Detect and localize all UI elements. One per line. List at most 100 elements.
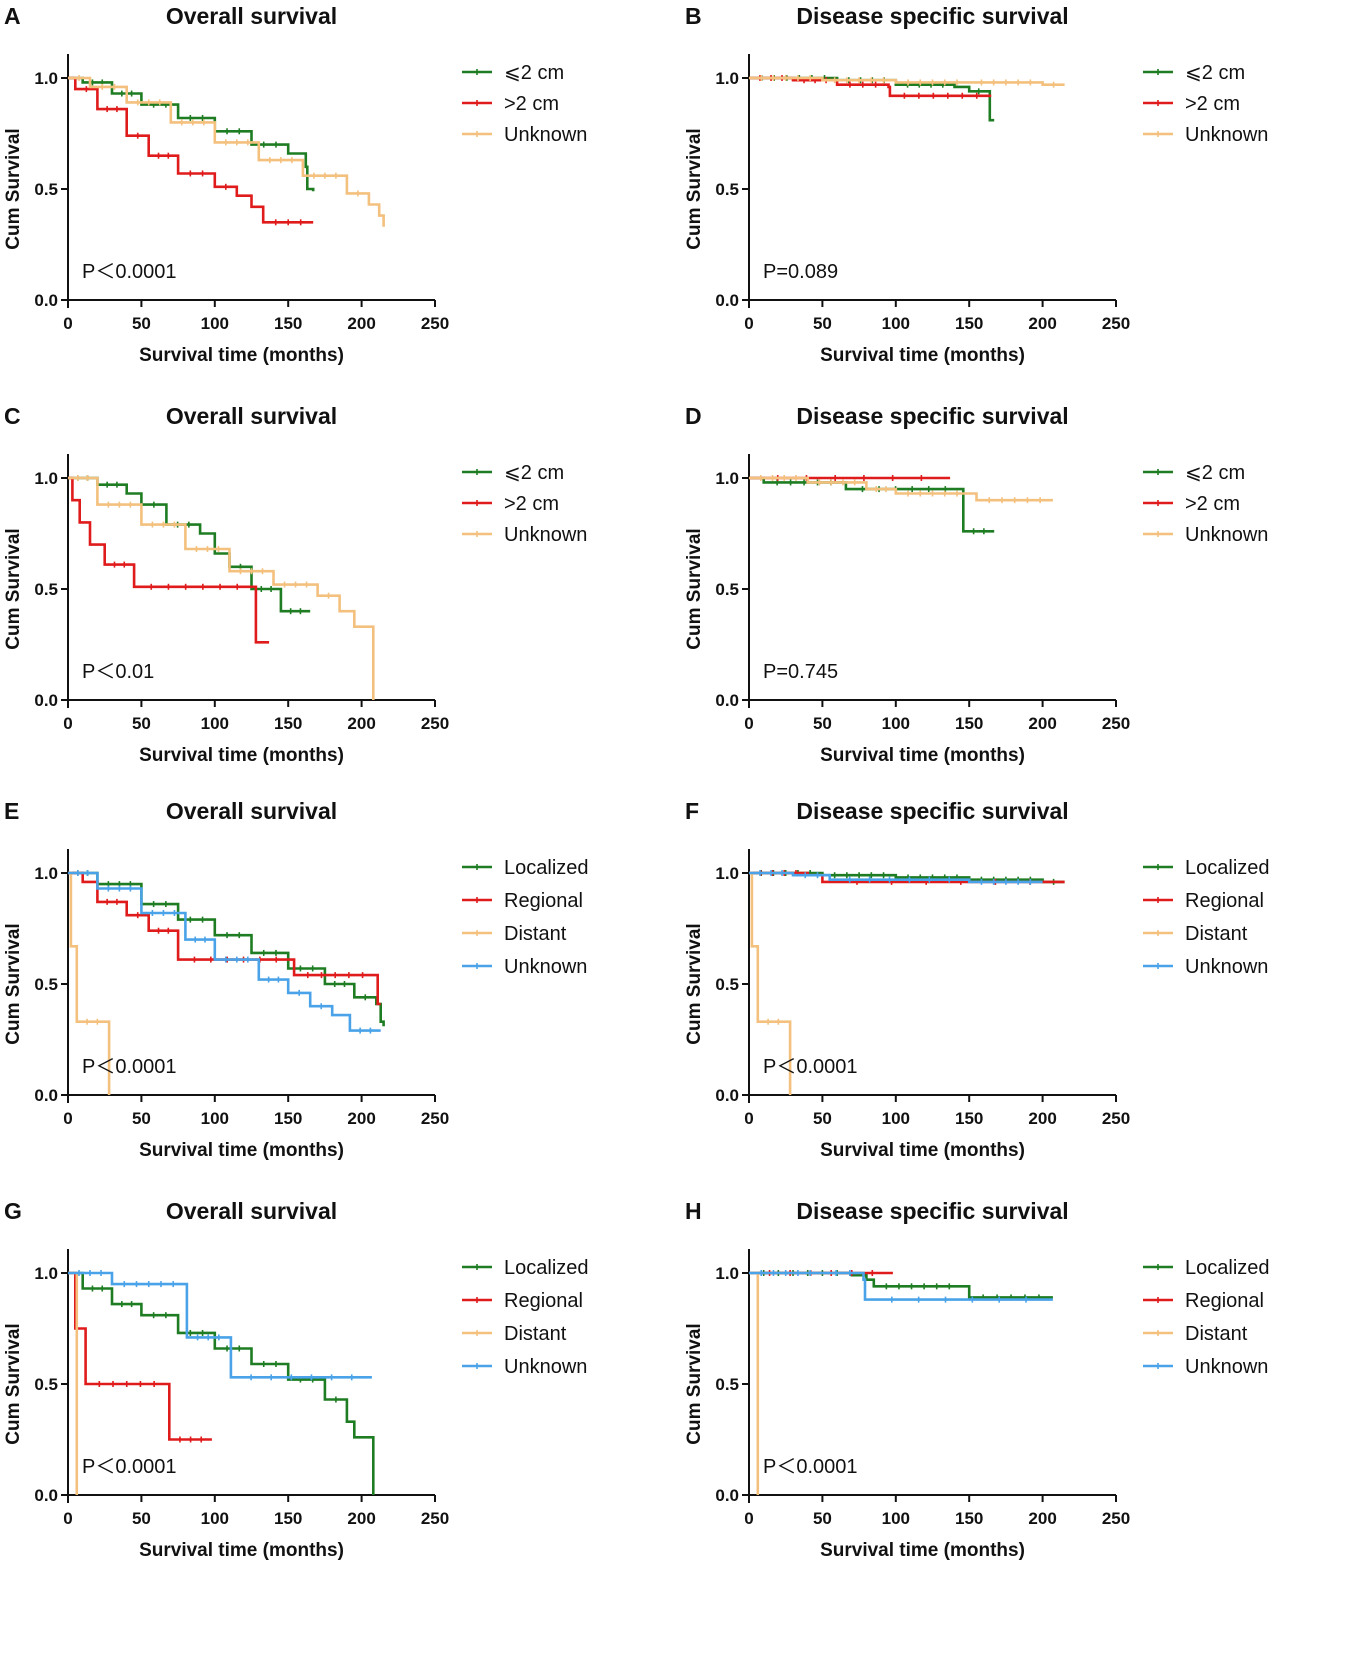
x-tick-label: 150 [955, 714, 983, 733]
x-axis-label: Survival time (months) [139, 745, 344, 766]
x-tick-label: 50 [132, 314, 151, 333]
x-tick-label: 250 [421, 1109, 449, 1128]
legend-label-2: Distant [1185, 1323, 1248, 1345]
x-tick-label: 0 [744, 1509, 753, 1528]
x-axis-label: Survival time (months) [139, 1540, 344, 1561]
x-tick-label: 50 [813, 314, 832, 333]
x-tick-label: 200 [1028, 1509, 1056, 1528]
survival-curve-0 [749, 1271, 1053, 1299]
y-tick-label: 1.0 [34, 1264, 58, 1283]
survival-curve-2 [749, 1271, 760, 1495]
panel-g: G Overall survival 0 50 100 150 200 250 0.0 0.5 1.… [0, 1195, 680, 1610]
x-tick-label: 250 [1102, 314, 1130, 333]
chart-f: F Disease specific survival 0 50 100 150 200 25… [684, 798, 1270, 1161]
x-tick-label: 50 [813, 714, 832, 733]
y-tick-label: 0.0 [715, 291, 739, 310]
y-tick-label: 1.0 [34, 469, 58, 488]
y-tick-label: 0.5 [34, 975, 58, 994]
survival-curve-1 [68, 1271, 212, 1441]
chart-d: D Disease specific survival 0 50 100 150 200 25… [684, 403, 1268, 766]
x-axis-label: Survival time (months) [820, 1540, 1025, 1561]
legend-label-2: Distant [1185, 923, 1248, 945]
x-tick-label: 150 [274, 314, 302, 333]
survival-curve-2 [68, 476, 375, 700]
x-tick-label: 100 [882, 1509, 910, 1528]
x-tick-label: 200 [1028, 1109, 1056, 1128]
x-tick-label: 50 [813, 1109, 832, 1128]
p-value: P＜0.0001 [82, 1456, 177, 1478]
panel-a: A Overall survival 0 50 100 150 200 250 0.0 0.5 1.… [0, 0, 680, 415]
y-axis-label: Cum Survival [3, 923, 24, 1044]
y-tick-label: 1.0 [715, 1264, 739, 1283]
x-tick-label: 150 [955, 1509, 983, 1528]
legend-label-1: Regional [1185, 890, 1264, 912]
chart-b: B Disease specific survival 0 50 100 150 200 25… [684, 3, 1268, 366]
survival-curve-3 [749, 1271, 1053, 1301]
y-axis-label: Cum Survival [3, 1323, 24, 1444]
legend-label-2: Unknown [504, 524, 587, 546]
chart-g: G Overall survival 0 50 100 150 200 250 0.0 0.5 1.… [3, 1198, 589, 1561]
survival-curve-2 [68, 76, 385, 227]
survival-curve-0 [68, 871, 385, 1027]
p-value: P＜0.0001 [763, 1056, 858, 1078]
x-tick-label: 50 [132, 1109, 151, 1128]
survival-curve-1 [68, 871, 381, 1006]
y-axis-label: Cum Survival [684, 923, 705, 1044]
panel-b: B Disease specific survival 0 50 100 150 200 25… [681, 0, 1361, 415]
x-tick-label: 200 [347, 1509, 375, 1528]
y-tick-label: 0.0 [34, 1086, 58, 1105]
y-axis-label: Cum Survival [3, 128, 24, 249]
x-tick-label: 200 [347, 1109, 375, 1128]
legend-label-0: Localized [1185, 1257, 1270, 1279]
survival-curve-2 [68, 871, 111, 1095]
legend-label-1: Regional [504, 1290, 583, 1312]
chart-title: Overall survival [166, 3, 337, 29]
x-tick-label: 0 [63, 314, 72, 333]
y-tick-label: 0.5 [715, 1375, 739, 1394]
x-tick-label: 0 [63, 714, 72, 733]
survival-curve-3 [68, 1271, 372, 1379]
chart-c: C Overall survival 0 50 100 150 200 250 0.0 0.5 1.… [3, 403, 587, 766]
x-tick-label: 250 [1102, 1509, 1130, 1528]
panel-letter: G [4, 1198, 22, 1224]
x-tick-label: 0 [63, 1509, 72, 1528]
y-axis-label: Cum Survival [3, 528, 24, 649]
p-value: P＜0.01 [82, 661, 154, 683]
x-tick-label: 150 [274, 1509, 302, 1528]
legend-label-2: Unknown [504, 124, 587, 146]
panel-letter: F [685, 798, 699, 824]
survival-curve-0 [68, 476, 311, 613]
y-axis-label: Cum Survival [684, 528, 705, 649]
legend-label-3: Unknown [504, 1356, 587, 1378]
x-tick-label: 100 [882, 314, 910, 333]
y-tick-label: 1.0 [34, 864, 58, 883]
y-tick-label: 0.5 [715, 975, 739, 994]
y-tick-label: 0.0 [715, 691, 739, 710]
chart-a: A Overall survival 0 50 100 150 200 250 0.0 0.5 1.… [3, 3, 587, 366]
chart-title: Disease specific survival [796, 3, 1068, 29]
legend-label-2: Distant [504, 923, 567, 945]
panel-letter: E [4, 798, 19, 824]
x-tick-label: 250 [421, 714, 449, 733]
x-tick-label: 100 [201, 714, 229, 733]
panel-f: F Disease specific survival 0 50 100 150 200 25… [681, 795, 1361, 1210]
chart-title: Overall survival [166, 403, 337, 429]
p-value: P＜0.0001 [763, 1456, 858, 1478]
y-tick-label: 0.0 [34, 291, 58, 310]
legend-label-2: Distant [504, 1323, 567, 1345]
survival-curve-1 [68, 476, 270, 644]
y-tick-label: 0.5 [34, 580, 58, 599]
x-tick-label: 0 [744, 714, 753, 733]
y-tick-label: 0.0 [34, 1486, 58, 1505]
y-axis-label: Cum Survival [684, 1323, 705, 1444]
legend-label-0: ⩽2 cm [504, 62, 564, 84]
survival-curve-0 [68, 1271, 375, 1495]
x-tick-label: 100 [201, 1509, 229, 1528]
x-tick-label: 50 [132, 1509, 151, 1528]
x-tick-label: 150 [274, 714, 302, 733]
x-tick-label: 250 [421, 314, 449, 333]
x-tick-label: 200 [347, 714, 375, 733]
legend-label-1: Regional [1185, 1290, 1264, 1312]
x-tick-label: 250 [1102, 1109, 1130, 1128]
